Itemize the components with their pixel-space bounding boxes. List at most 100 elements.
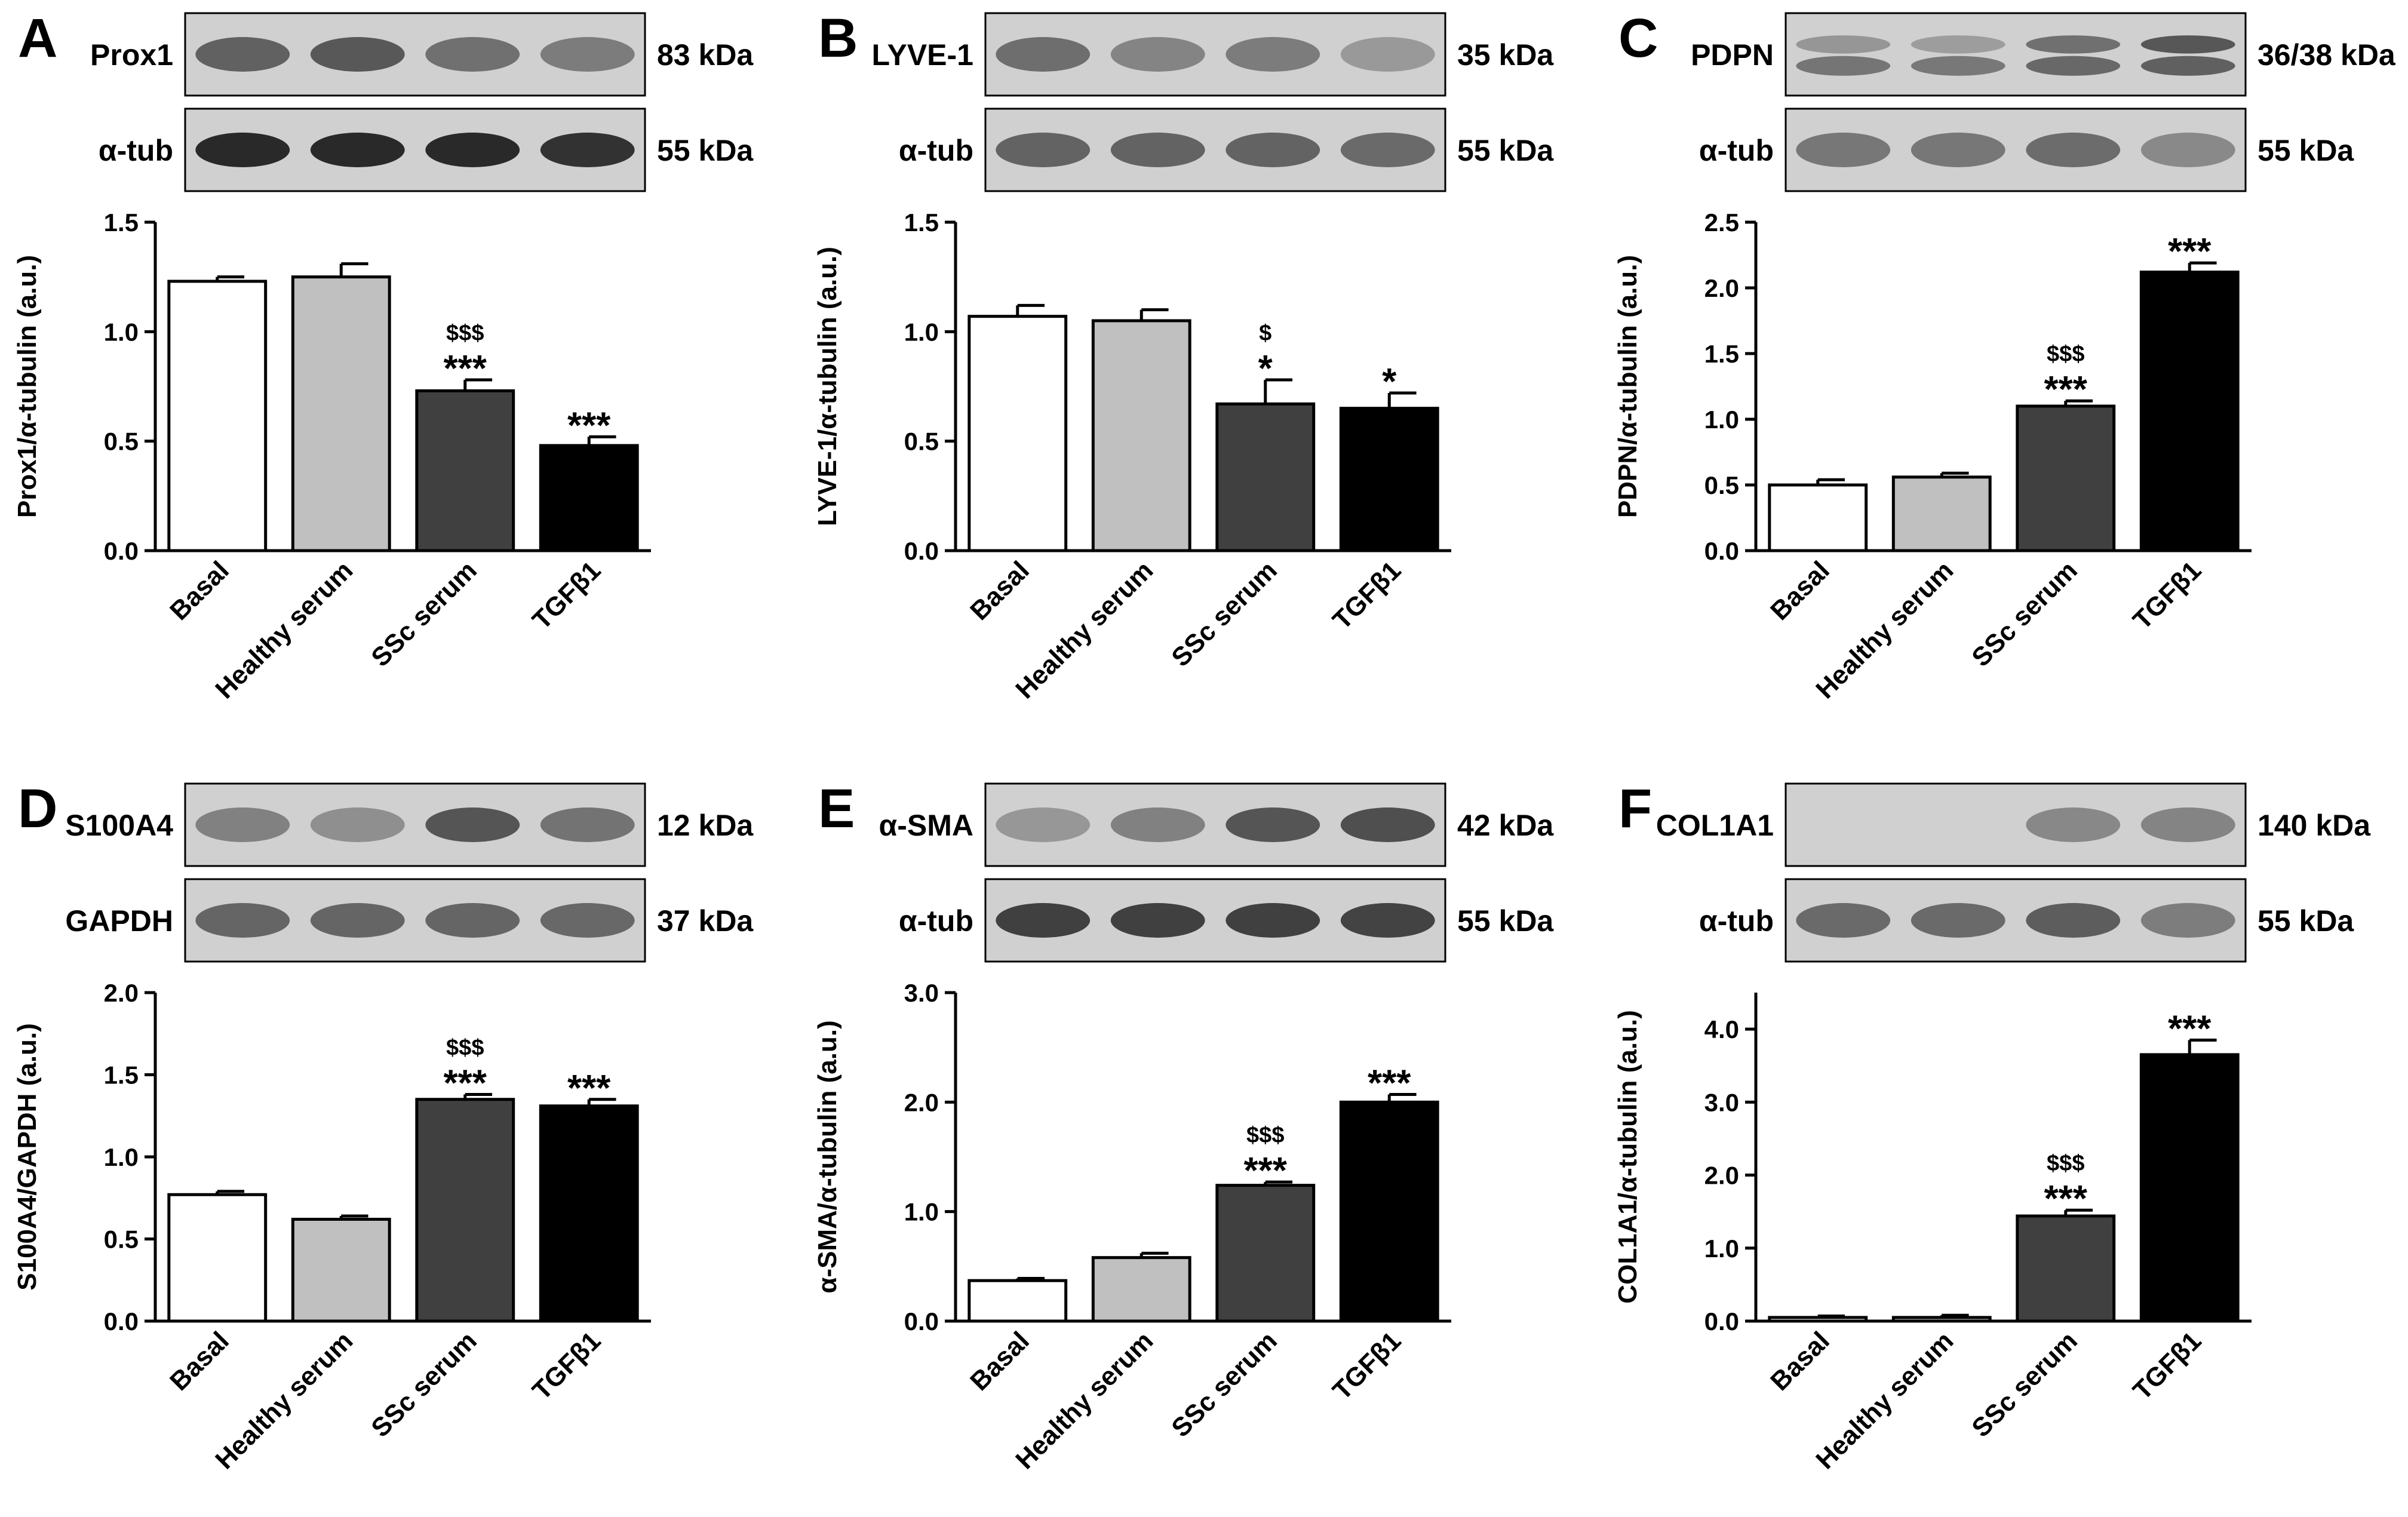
x-tick-label: TGFβ1 [1327, 1326, 1406, 1405]
panel-letter: D [18, 778, 57, 839]
blot-label: α-tub [1699, 134, 1774, 167]
bar [1215, 402, 1316, 552]
blot-band [425, 133, 520, 167]
bar [968, 1279, 1068, 1323]
y-tick-label: 2.5 [1704, 208, 1739, 237]
significance-stars: *** [2168, 231, 2212, 272]
blot-band [1226, 807, 1320, 842]
bar [1215, 1184, 1316, 1323]
x-tick-label: SSc serum [1966, 555, 2083, 672]
blot-band [1911, 133, 2005, 167]
significance-stars: *** [1368, 1063, 1411, 1104]
blot-band [2026, 56, 2121, 76]
y-tick-label: 1.0 [904, 1198, 939, 1226]
y-tick-label: 1.0 [1704, 1235, 1739, 1263]
x-tick-label: Basal [1765, 555, 1835, 626]
blot-label: S100A4 [65, 809, 173, 842]
blot-band [1796, 35, 1891, 54]
blot-band [2026, 133, 2121, 167]
blot-band [540, 37, 635, 72]
x-tick-label: SSc serum [1166, 1326, 1282, 1442]
blot-band [195, 133, 290, 167]
kda-label: 55 kDa [1457, 904, 1554, 938]
blot-band [540, 807, 635, 842]
significance-dollars: $ [1259, 321, 1271, 346]
bar [291, 1218, 391, 1323]
bar [1891, 475, 1992, 552]
significance-stars: *** [2044, 369, 2088, 410]
y-tick-label: 3.0 [904, 979, 939, 1007]
significance-stars: * [1382, 361, 1397, 403]
blot-band [1110, 807, 1205, 842]
blot-label: PDPN [1691, 38, 1774, 72]
y-tick-label: 0.0 [104, 537, 139, 565]
blot-label: α-tub [99, 134, 173, 167]
bar [1339, 407, 1439, 552]
x-tick-label: TGFβ1 [527, 555, 606, 635]
blot-band [1911, 56, 2005, 76]
blot-row: Prox1 83 kDa [90, 12, 754, 97]
blot-row: GAPDH 37 kDa [65, 878, 754, 963]
panel-c: C PDPN 36/38 kDa α-tub 55 kDa 0.0 0.5 1.0 1.5 2.0… [1613, 8, 2396, 704]
panel-letter: C [1618, 8, 1658, 69]
y-tick-label: 0.5 [104, 428, 139, 456]
y-tick-label: 4.0 [1704, 1015, 1739, 1043]
x-tick-label: Basal [164, 555, 235, 626]
y-tick-label: 0.5 [104, 1226, 139, 1254]
y-tick-label: 2.0 [1704, 274, 1739, 302]
blot-row: α-SMA 42 kDa [879, 782, 1554, 867]
y-tick-label: 1.5 [104, 1061, 139, 1089]
blot-band [996, 133, 1091, 167]
blot-band [1340, 807, 1435, 842]
y-tick-label: 1.5 [904, 208, 939, 237]
blot-band [310, 133, 405, 167]
y-axis-title: LYVE-1/α-tubulin (a.u.) [813, 247, 842, 526]
blot-band [996, 807, 1091, 842]
blot-band [310, 903, 405, 938]
kda-label: 55 kDa [2258, 134, 2354, 167]
bar-chart: 0.0 0.5 1.0 1.5 LYVE-1/α-tubulin (a.u.) Basal… [813, 208, 1451, 704]
x-tick-label: TGFβ1 [1327, 555, 1406, 635]
panel-b: B LYVE-1 35 kDa α-tub 55 kDa 0.0 0.5 1.0 1.5 LYVE… [813, 8, 1554, 704]
significance-stars: *** [567, 405, 611, 446]
y-axis-title: Prox1/α-tubulin (a.u.) [13, 255, 42, 518]
blot-band [996, 903, 1091, 938]
y-tick-label: 0.0 [904, 537, 939, 565]
bar-chart: 0.01.02.03.0α-SMA/α-tubulin (a.u.)BasalH… [813, 979, 1451, 1475]
y-tick-label: 2.0 [1704, 1162, 1739, 1190]
bar [1091, 1256, 1191, 1323]
panel-letter: A [18, 8, 57, 69]
significance-dollars: $$$ [2047, 1151, 2084, 1176]
blot-label: GAPDH [65, 904, 173, 938]
significance-stars: *** [567, 1068, 611, 1109]
bar [1768, 1316, 1868, 1323]
panel-f: F COL1A1 140 kDa α-tub 55 kDa 0.0 1.0 2.0 3.0 4.0… [1613, 778, 2371, 1475]
y-tick-label: 1.5 [104, 208, 139, 237]
bar [2016, 404, 2116, 552]
kda-label: 55 kDa [2258, 904, 2354, 938]
blot-band [1226, 903, 1320, 938]
significance-stars: *** [1244, 1150, 1288, 1192]
blot-band [2140, 35, 2235, 54]
y-tick-label: 0.0 [1704, 1307, 1739, 1335]
bar [415, 1098, 515, 1323]
blot-band [195, 37, 290, 72]
significance-dollars: $$$ [1246, 1123, 1284, 1148]
blot-band [195, 903, 290, 938]
bar-chart: 0.0 1.0 2.0 3.0 4.0 COL1A1/α-tubulin (a.u.) Ba… [1613, 993, 2252, 1475]
y-tick-label: 0.5 [904, 428, 939, 456]
kda-label: 12 kDa [657, 809, 754, 842]
blot-band [2140, 807, 2235, 842]
bar [968, 315, 1068, 552]
significance-dollars: $$$ [446, 1036, 484, 1061]
blot-band [1110, 133, 1205, 167]
x-tick-label: Basal [1765, 1326, 1835, 1396]
blot-band [1796, 133, 1891, 167]
y-axis-title: COL1A1/α-tubulin (a.u.) [1613, 1010, 1642, 1303]
x-tick-label: TGFβ1 [2127, 1326, 2207, 1405]
y-tick-label: 0.0 [104, 1307, 139, 1335]
blot-row: α-tub 55 kDa [99, 108, 754, 192]
blot-band [2026, 807, 2121, 842]
bar [2139, 271, 2240, 552]
blot-band [1340, 37, 1435, 72]
